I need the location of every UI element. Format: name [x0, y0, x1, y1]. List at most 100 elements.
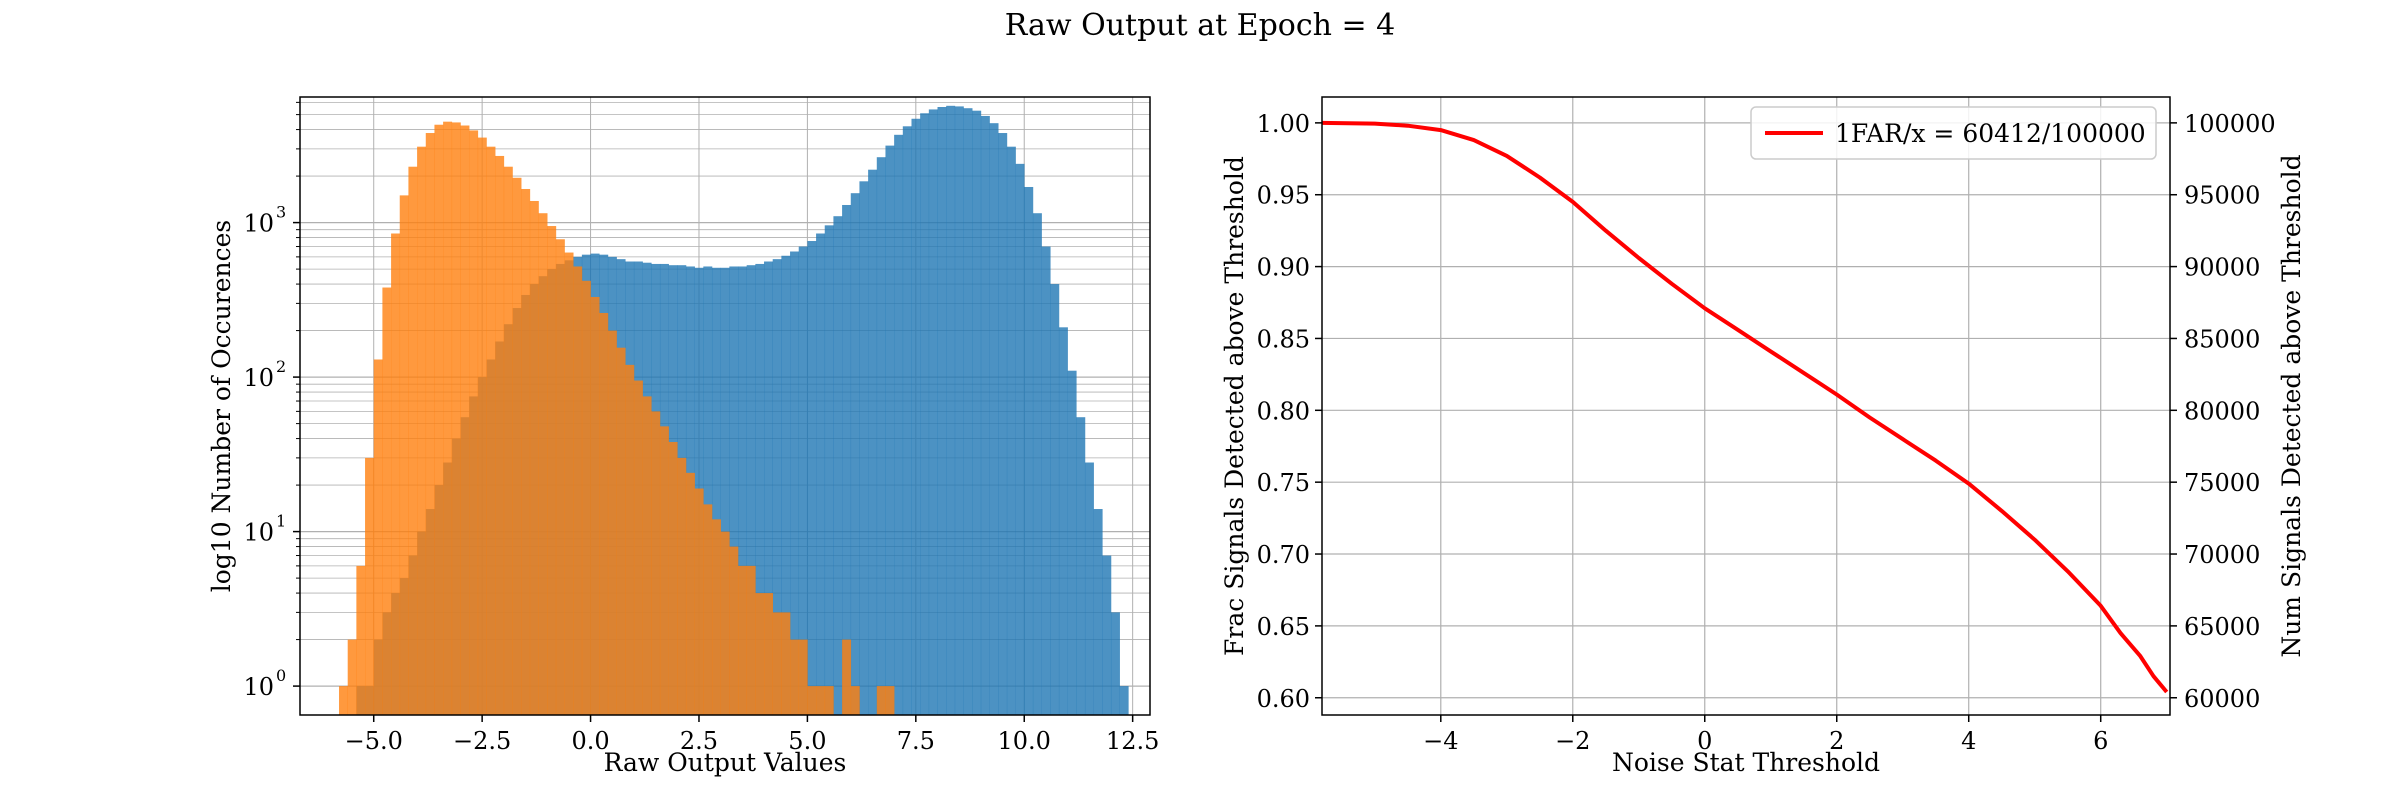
- threshold-panel: −4 −2 0 2 4 6 0.60 0.65 0.70 0.75 0.80 0.85 0.90 0.9…: [1220, 96, 2306, 777]
- histogram-bar: [1093, 509, 1103, 715]
- histogram-bar: [833, 216, 843, 715]
- histogram-bar: [946, 105, 956, 716]
- histogram-bar: [1006, 146, 1016, 715]
- histogram-bar: [876, 157, 886, 716]
- right-y-tick-label: 75000: [2184, 469, 2260, 497]
- threshold-x-ticks: −4 −2 0 2 4 6: [1423, 715, 2108, 755]
- histogram-bar: [685, 472, 695, 715]
- histogram-bar: [764, 261, 774, 715]
- histogram-bar: [711, 267, 721, 715]
- x-tick-label: 0.0: [571, 727, 609, 755]
- series-line: [1321, 120, 2169, 694]
- histogram-bar: [755, 263, 765, 715]
- histogram-bar: [859, 181, 869, 715]
- histogram-bar: [677, 457, 687, 715]
- x-tick-label: 10.0: [998, 727, 1051, 755]
- y-tick-exponent: 1: [276, 512, 286, 531]
- histogram-bar: [790, 639, 800, 715]
- histogram-bar: [1119, 686, 1129, 715]
- histogram-bar: [885, 145, 895, 715]
- histogram-y-label: log10 Number of Occurences: [207, 220, 236, 593]
- histogram-bar: [538, 213, 548, 716]
- y-tick-label: 0.90: [1257, 254, 1310, 282]
- x-tick-label: 6: [2093, 727, 2108, 755]
- histogram-bar: [738, 565, 747, 715]
- histogram-bar: [937, 107, 947, 715]
- histogram-bar: [1076, 417, 1086, 715]
- histogram-bar: [417, 146, 427, 715]
- histogram-bar: [746, 265, 756, 715]
- histogram-bar: [581, 280, 591, 715]
- y-tick-label: 10: [243, 364, 274, 392]
- y-tick-exponent: 2: [276, 357, 286, 376]
- threshold-right-y-label: Num Signals Detected above Threshold: [2277, 154, 2306, 657]
- histogram-bar: [842, 639, 852, 715]
- y-tick-exponent: 3: [276, 203, 286, 222]
- histogram-bars: [339, 105, 1129, 716]
- x-tick-label: 5.0: [788, 727, 826, 755]
- y-tick-label: 0.95: [1257, 182, 1310, 210]
- histogram-bar: [443, 121, 453, 716]
- histogram-bar: [824, 225, 834, 715]
- histogram-bar: [1024, 186, 1034, 716]
- x-tick-label: −5.0: [345, 727, 403, 755]
- y-tick-label: 0.60: [1257, 685, 1310, 713]
- x-tick-label: −4: [1423, 727, 1458, 755]
- figure-title: Raw Output at Epoch = 4: [1004, 8, 1396, 43]
- right-y-tick-label: 100000: [2184, 110, 2276, 138]
- legend-label: 1FAR/x = 60412/100000: [1835, 119, 2146, 148]
- histogram-bar: [1067, 370, 1077, 715]
- histogram-bar: [573, 266, 583, 715]
- histogram-bar: [798, 246, 808, 715]
- histogram-bar: [954, 106, 964, 715]
- legend-box: [1750, 106, 2157, 160]
- histogram-bar: [842, 204, 852, 716]
- legend: 1FAR/x = 60412/100000: [1750, 106, 2157, 160]
- histogram-bar: [824, 686, 834, 715]
- x-tick-label: 12.5: [1106, 727, 1159, 755]
- histogram-bar: [564, 252, 574, 715]
- histogram-bar: [711, 519, 721, 715]
- histogram-bar: [850, 193, 860, 716]
- right-y-tick-label: 70000: [2184, 541, 2260, 569]
- histogram-bar: [807, 241, 817, 716]
- histogram-bar: [1015, 163, 1025, 715]
- y-tick-label: 0.70: [1257, 541, 1310, 569]
- histogram-bar: [1058, 327, 1068, 715]
- x-tick-label: 2.5: [680, 727, 718, 755]
- histogram-bar: [339, 686, 349, 715]
- histogram-bar: [781, 612, 791, 715]
- histogram-bar: [460, 125, 470, 715]
- histogram-bar: [642, 396, 652, 715]
- histogram-bar: [816, 233, 826, 716]
- histogram-bar: [599, 312, 609, 715]
- histogram-bar: [1084, 462, 1094, 715]
- histogram-bar: [1032, 213, 1042, 716]
- x-tick-label: −2.5: [453, 727, 511, 755]
- threshold-y-ticks: 0.60 0.65 0.70 0.75 0.80 0.85 0.90 0.95 1.00: [1257, 110, 1322, 713]
- histogram-bar: [920, 113, 930, 716]
- x-tick-label: 0: [1697, 727, 1712, 755]
- histogram-bar: [729, 546, 739, 715]
- histogram-bar: [850, 686, 860, 715]
- y-tick-label: 0.75: [1257, 469, 1310, 497]
- histogram-bar: [521, 188, 531, 716]
- histogram-bar: [668, 442, 678, 715]
- histogram-bar: [347, 639, 357, 715]
- histogram-bar: [755, 593, 765, 715]
- x-tick-label: 7.5: [897, 727, 935, 755]
- histogram-x-label: Raw Output Values: [604, 748, 847, 777]
- right-y-tick-label: 95000: [2184, 182, 2260, 210]
- right-y-tick-label: 65000: [2184, 613, 2260, 641]
- histogram-bar: [798, 639, 808, 715]
- histogram-bar: [729, 266, 739, 715]
- histogram-bar: [547, 226, 557, 716]
- y-tick-label: 1.00: [1257, 110, 1310, 138]
- histogram-bar: [486, 146, 496, 715]
- histogram-bar: [694, 488, 704, 715]
- histogram-bar: [607, 330, 617, 715]
- threshold-frame: [1321, 96, 2171, 716]
- histogram-bar: [720, 267, 730, 715]
- histogram-bar: [720, 531, 730, 715]
- histogram-bar: [382, 287, 392, 715]
